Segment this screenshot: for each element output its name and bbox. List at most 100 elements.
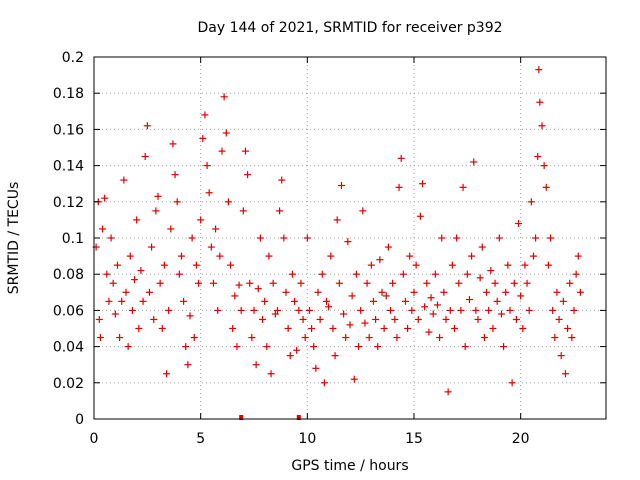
grid-lines [94, 57, 606, 419]
data-point [559, 297, 567, 305]
data-point [561, 370, 569, 378]
data-point [273, 306, 281, 314]
data-point [517, 292, 525, 300]
data-point [199, 134, 207, 142]
data-point [165, 306, 173, 314]
data-point [544, 261, 552, 269]
data-point [212, 225, 220, 233]
data-point [139, 297, 147, 305]
data-point [235, 281, 243, 289]
data-point [116, 334, 124, 342]
data-point [143, 122, 151, 130]
data-point [446, 306, 454, 314]
data-point [433, 301, 441, 309]
data-point [152, 207, 160, 215]
data-point [504, 261, 512, 269]
y-tick-label: 0 [75, 412, 84, 428]
data-point [250, 306, 258, 314]
x-axis-label: GPS time / hours [291, 458, 408, 474]
data-point [158, 325, 166, 332]
data-point [171, 171, 179, 179]
y-tick-label: 0.12 [53, 195, 84, 211]
data-point [572, 270, 580, 278]
data-point [557, 352, 565, 360]
data-point [391, 315, 399, 323]
data-point [205, 189, 213, 197]
data-point [227, 261, 235, 269]
data-point [401, 297, 409, 305]
data-point [414, 315, 422, 323]
data-point [316, 315, 324, 323]
gap-marker [296, 415, 301, 420]
data-point [425, 328, 433, 336]
data-point [564, 325, 572, 332]
chart-title: Day 144 of 2021, SRMTID for receiver p39… [197, 20, 502, 36]
data-point [506, 306, 514, 314]
data-point [532, 234, 540, 242]
data-point [271, 310, 279, 318]
data-point [154, 192, 162, 200]
data-point [126, 252, 134, 260]
data-point [384, 243, 392, 251]
data-point [231, 292, 239, 300]
data-point [318, 270, 326, 278]
data-point [576, 288, 584, 296]
data-point [203, 162, 211, 170]
data-point [387, 306, 395, 314]
data-point [256, 234, 264, 242]
data-point [376, 256, 384, 264]
data-point [472, 306, 480, 314]
data-point [137, 267, 145, 275]
data-point [327, 252, 335, 260]
data-point [169, 140, 177, 148]
data-point [335, 279, 343, 287]
gap-marker [239, 415, 244, 420]
data-point [297, 279, 305, 287]
data-point [451, 325, 459, 332]
data-point [133, 216, 141, 224]
data-point [357, 306, 365, 314]
data-point [427, 294, 435, 302]
data-point [267, 370, 275, 378]
data-point [122, 288, 130, 296]
data-point [323, 297, 331, 305]
data-point [333, 216, 341, 224]
data-point [542, 183, 550, 191]
data-point [389, 279, 397, 287]
data-point [95, 315, 103, 323]
data-point [220, 93, 228, 101]
data-point [444, 388, 452, 396]
x-axis-ticks: 0 5 10 15 20 [90, 57, 530, 447]
data-point [363, 279, 371, 287]
data-point [175, 270, 183, 278]
data-point [406, 252, 414, 260]
data-point [195, 279, 203, 287]
data-point [372, 315, 380, 323]
data-point [254, 285, 262, 293]
data-point [291, 297, 299, 305]
data-points [92, 66, 584, 396]
data-point [555, 315, 563, 323]
data-point [574, 252, 582, 260]
data-point [261, 297, 269, 305]
data-point [308, 325, 316, 332]
data-point [519, 325, 527, 332]
data-point [474, 315, 482, 323]
y-axis-ticks: 0 0.02 0.04 0.06 0.08 0.1 0.12 0.14 0.16 0.18 0.2 [53, 50, 606, 428]
data-point [566, 279, 574, 287]
y-tick-label: 0.06 [53, 303, 84, 319]
data-point [118, 297, 126, 305]
data-point [280, 234, 288, 242]
data-point [410, 288, 418, 296]
data-point [207, 243, 215, 251]
data-point [201, 111, 209, 119]
data-point [421, 303, 429, 311]
y-tick-label: 0.04 [53, 340, 84, 356]
data-point [301, 334, 309, 342]
data-point [246, 279, 254, 287]
data-point [536, 98, 544, 106]
data-point [369, 297, 377, 305]
data-point [248, 334, 256, 342]
data-point [303, 234, 311, 242]
